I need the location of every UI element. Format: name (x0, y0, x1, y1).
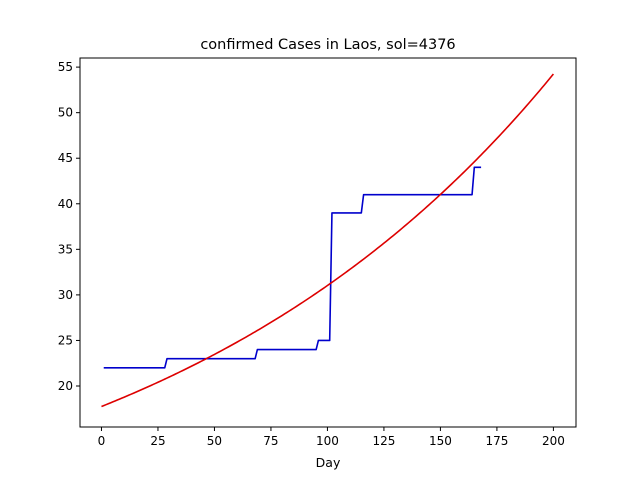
x-tick-label: 125 (372, 434, 395, 448)
y-tick-label: 25 (58, 333, 73, 347)
y-tick-label: 45 (58, 151, 73, 165)
x-tick-label: 25 (150, 434, 165, 448)
x-tick-label: 175 (485, 434, 508, 448)
x-tick-label: 0 (98, 434, 106, 448)
y-tick-label: 30 (58, 288, 73, 302)
y-tick-label: 20 (58, 379, 73, 393)
series-line-1 (101, 73, 555, 408)
x-axis: 0 25 50 75 100 125 150 175 200 (98, 427, 565, 448)
x-tick-label: 150 (429, 434, 452, 448)
y-tick-label: 50 (58, 106, 73, 120)
x-tick-label: 200 (542, 434, 565, 448)
y-tick-label: 55 (58, 60, 73, 74)
y-tick-label: 40 (58, 197, 73, 211)
y-axis: 20 25 30 35 40 45 50 55 (58, 60, 80, 393)
x-axis-label: Day (316, 455, 341, 470)
y-tick-label: 35 (58, 242, 73, 256)
chart-title: confirmed Cases in Laos, sol=4376 (200, 37, 455, 53)
plot-frame (79, 57, 577, 428)
x-tick-label: 50 (207, 434, 222, 448)
plot-area (79, 57, 577, 428)
series-line-0 (103, 166, 482, 369)
x-tick-label: 75 (263, 434, 278, 448)
series-group (101, 73, 555, 408)
x-tick-label: 100 (316, 434, 339, 448)
